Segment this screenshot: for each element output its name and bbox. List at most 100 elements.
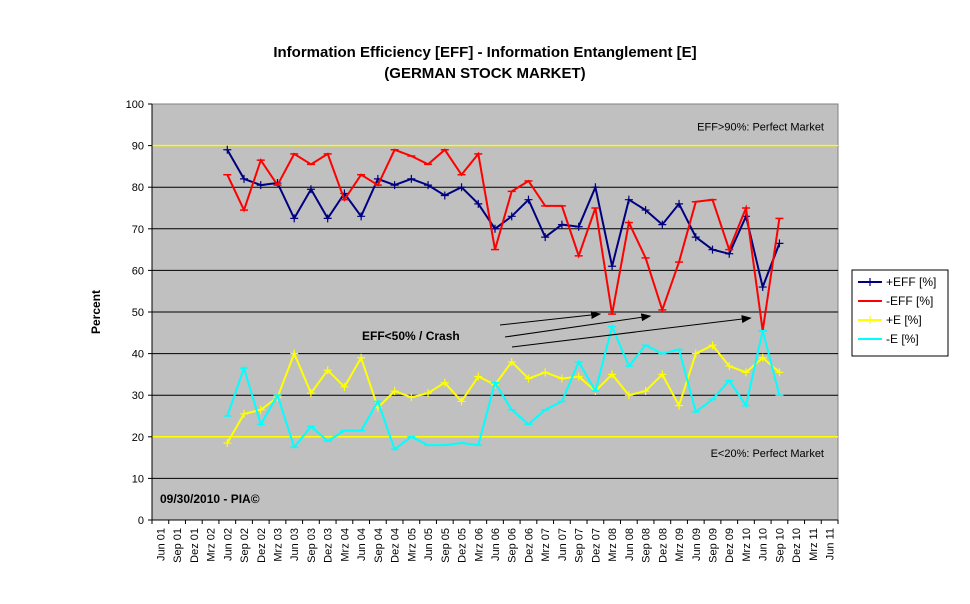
x-tick-label: Mrz 05 (406, 528, 418, 562)
data-point (641, 387, 650, 396)
data-point (641, 206, 650, 215)
data-point (574, 222, 583, 231)
data-point (591, 183, 600, 192)
data-point (240, 409, 249, 418)
data-point (424, 389, 433, 398)
x-tick-label: Dez 07 (590, 528, 602, 563)
x-tick-label: Sep 02 (239, 528, 251, 563)
reference-label-e: E<20%: Perfect Market (711, 448, 824, 460)
x-tick-label: Jun 07 (557, 528, 569, 561)
data-point (306, 185, 315, 194)
data-point (608, 262, 617, 271)
legend: +EFF [%] -EFF [%] +E [%] -E [%] (851, 269, 949, 357)
x-tick-label: Jun 08 (624, 528, 636, 561)
data-point (691, 233, 700, 242)
x-tick-label: Dez 04 (390, 528, 402, 563)
data-point (306, 389, 315, 398)
y-tick-label: 90 (132, 141, 144, 153)
x-tick-label: Dez 01 (189, 528, 201, 563)
data-point (725, 362, 734, 371)
data-point (557, 220, 566, 229)
y-axis-ticks: 0 10 20 30 40 50 60 70 80 90 100 (126, 99, 838, 527)
x-tick-label: Dez 02 (256, 528, 268, 563)
y-tick-label: 50 (132, 307, 144, 319)
legend-label: -E [%] (886, 332, 919, 346)
data-point (557, 374, 566, 383)
y-tick-label: 70 (132, 224, 144, 236)
data-point (290, 214, 299, 223)
data-point (340, 382, 349, 391)
data-point (424, 181, 433, 190)
x-tick-label: Mrz 04 (339, 528, 351, 562)
data-point (658, 370, 667, 379)
x-tick-label: Sep 04 (373, 528, 385, 563)
data-point (407, 174, 416, 183)
footnote: 09/30/2010 - PIA© (160, 492, 260, 506)
data-point (256, 181, 265, 190)
y-tick-label: 10 (132, 473, 144, 485)
data-point (390, 387, 399, 396)
crash-arrow (511, 315, 752, 348)
data-point (675, 199, 684, 208)
x-tick-label: Jun 09 (691, 528, 703, 561)
x-tick-label: Mrz 10 (741, 528, 753, 562)
x-tick-label: Mrz 03 (272, 528, 284, 562)
legend-label: +EFF [%] (886, 275, 936, 289)
x-tick-label: Sep 03 (306, 528, 318, 563)
x-tick-label: Jun 04 (356, 528, 368, 561)
data-point (758, 353, 767, 362)
data-point (758, 283, 767, 292)
crash-arrow (499, 311, 602, 326)
y-tick-label: 60 (132, 265, 144, 277)
data-point (624, 391, 633, 400)
x-tick-label: Dez 05 (457, 528, 469, 563)
crash-arrow (504, 313, 652, 338)
y-tick-label: 20 (132, 432, 144, 444)
data-point (691, 349, 700, 358)
data-point (474, 372, 483, 381)
data-point (457, 183, 466, 192)
data-point (708, 341, 717, 350)
x-tick-label: Sep 10 (774, 528, 786, 563)
data-point (440, 378, 449, 387)
data-point (608, 370, 617, 379)
x-tick-label: Jun 10 (758, 528, 770, 561)
x-tick-label: Mrz 06 (473, 528, 485, 562)
x-tick-label: Sep 05 (440, 528, 452, 563)
data-point (524, 374, 533, 383)
x-tick-label: Jun 02 (222, 528, 234, 561)
data-point (323, 214, 332, 223)
data-point (675, 401, 684, 410)
data-point (323, 366, 332, 375)
y-tick-label: 40 (132, 349, 144, 361)
data-point (240, 174, 249, 183)
x-tick-label: Sep 09 (708, 528, 720, 563)
legend-label: +E [%] (886, 313, 922, 327)
legend-box (851, 269, 949, 357)
x-tick-label: Mrz 08 (607, 528, 619, 562)
chart-subtitle: (GERMAN STOCK MARKET) (384, 65, 586, 82)
data-point (507, 357, 516, 366)
x-tick-label: Dez 03 (323, 528, 335, 563)
x-tick-label: Dez 10 (791, 528, 803, 563)
data-point (357, 353, 366, 362)
data-point (574, 372, 583, 381)
y-axis-label: Percent (89, 290, 103, 334)
x-tick-label: Jun 03 (289, 528, 301, 561)
chart-title: Information Efficiency [EFF] - Informati… (273, 44, 697, 61)
x-tick-label: Sep 08 (641, 528, 653, 563)
x-tick-label: Jun 01 (155, 528, 167, 561)
x-tick-label: Mrz 11 (808, 528, 820, 561)
data-point (440, 191, 449, 200)
data-point (524, 195, 533, 204)
data-point (256, 405, 265, 414)
data-point (541, 368, 550, 377)
data-point (775, 368, 784, 377)
data-point (223, 439, 232, 448)
data-point (624, 195, 633, 204)
legend-label: -EFF [%] (886, 294, 933, 308)
data-point (741, 368, 750, 377)
legend-marker (866, 278, 874, 286)
x-tick-label: Jun 06 (490, 528, 502, 561)
